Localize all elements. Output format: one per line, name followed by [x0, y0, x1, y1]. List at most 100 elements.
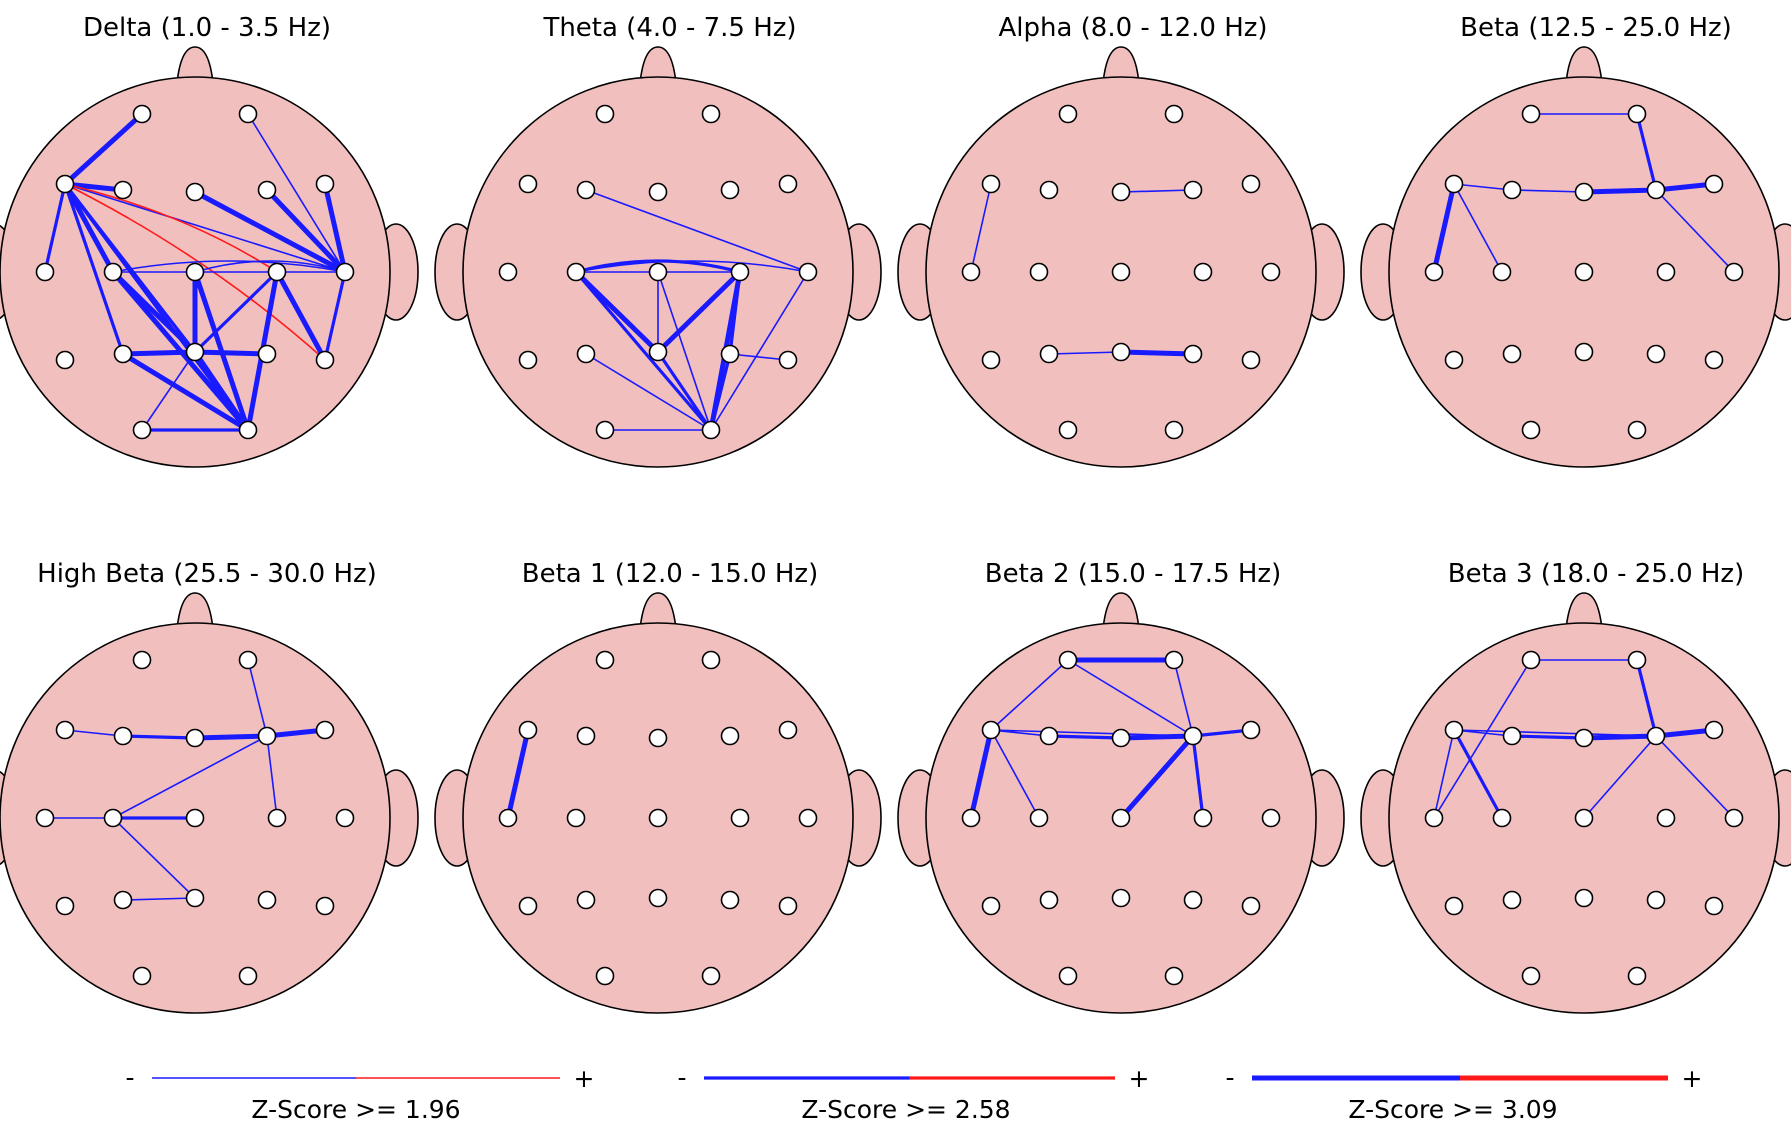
head-outline [1360, 592, 1791, 1014]
electrode-marker [576, 344, 596, 364]
electrode-marker [335, 808, 355, 828]
electrode-marker [35, 262, 55, 282]
electrode-marker [1574, 182, 1594, 202]
coherence-connection [573, 269, 661, 355]
coherence-connection [1655, 735, 1735, 819]
panel-title: Beta 1 (12.0 - 15.0 Hz) [522, 559, 818, 589]
coherence-connection [64, 183, 278, 273]
electrode-marker [1193, 262, 1213, 282]
electrode-marker [981, 896, 1001, 916]
nose-shape [1102, 592, 1140, 630]
coherence-connection [1510, 734, 1586, 740]
electrode-marker [185, 808, 205, 828]
head-outline [0, 592, 419, 1014]
coherence-connection [247, 659, 268, 737]
electrode-markers [498, 650, 818, 986]
legend-minus-sign: - [677, 1063, 686, 1092]
electrode-marker [1521, 966, 1541, 986]
coherence-connection [1635, 658, 1658, 738]
coherence-connection [574, 270, 713, 432]
electrode-marker [1183, 890, 1203, 910]
electrode-marker [55, 174, 75, 194]
electrode-marker [1241, 174, 1261, 194]
connection-lines [505, 727, 531, 821]
coherence-connection [585, 353, 712, 431]
electrode-marker [1521, 420, 1541, 440]
electrode-marker [701, 420, 721, 440]
connection-lines [968, 657, 1253, 821]
panel-title: Theta (4.0 - 7.5 Hz) [542, 13, 796, 43]
electrode-marker [595, 420, 615, 440]
coherence-connection [64, 183, 346, 273]
electrode-marker [1574, 888, 1594, 908]
electrode-marker [1704, 174, 1724, 194]
electrode-marker [720, 890, 740, 910]
electrode-marker [1039, 180, 1059, 200]
coherence-connection [64, 183, 326, 361]
electrode-marker [185, 262, 205, 282]
legend-item: - + Z-Score >= 2.58 [677, 1063, 1149, 1124]
electrode-marker [566, 808, 586, 828]
head-outline [434, 46, 882, 468]
coherence-connection [121, 734, 197, 740]
electrode-marker [1704, 350, 1724, 370]
topomap-panel: High Beta (25.5 - 30.0 Hz) [0, 559, 419, 1014]
electrode-marker [1111, 888, 1131, 908]
topomap-panel: Beta 3 (18.0 - 25.0 Hz) [1360, 559, 1791, 1014]
electrode-marker [185, 888, 205, 908]
electrode-marker [185, 728, 205, 748]
coherence-connection [1583, 735, 1657, 819]
electrode-marker [335, 262, 355, 282]
panel-title: Beta 3 (18.0 - 25.0 Hz) [1448, 559, 1744, 589]
electrode-marker [778, 720, 798, 740]
coherence-connection [323, 270, 347, 362]
electrode-marker [1574, 262, 1594, 282]
electrode-marker [1724, 808, 1744, 828]
electrode-markers [1424, 104, 1744, 440]
electrode-marker [238, 966, 258, 986]
electrode-marker [1627, 104, 1647, 124]
electrode-marker [1029, 262, 1049, 282]
electrode-marker [1656, 262, 1676, 282]
coherence-connection [1118, 349, 1196, 357]
electrode-marker [720, 180, 740, 200]
coherence-connection [120, 351, 251, 433]
topomap-panels: Delta (1.0 - 3.5 Hz) Theta (4.0 - 7.5 Hz)… [0, 13, 1791, 1014]
electrode-marker [778, 896, 798, 916]
electrode-marker [113, 180, 133, 200]
electrode-marker [1502, 180, 1522, 200]
coherence-connection [112, 817, 196, 899]
electrode-marker [1241, 720, 1261, 740]
electrode-markers [35, 650, 355, 986]
electrode-marker [730, 262, 750, 282]
electrode-marker [778, 174, 798, 194]
coherence-connection [192, 349, 270, 357]
electrode-marker [1502, 890, 1522, 910]
electrode-marker [1444, 350, 1464, 370]
head-outline [434, 592, 882, 1014]
coherence-connection [729, 353, 789, 361]
electrode-marker [648, 888, 668, 908]
coherence-connection [322, 181, 348, 275]
legend-plus-sign: + [1129, 1064, 1150, 1093]
coherence-connection [112, 260, 346, 273]
legend-minus-sign: - [1225, 1063, 1234, 1092]
electrode-marker [103, 808, 123, 828]
coherence-connection [112, 735, 268, 819]
topomap-panel: Alpha (8.0 - 12.0 Hz) [897, 13, 1345, 468]
connection-lines [43, 111, 348, 433]
electrode-marker [1502, 726, 1522, 746]
electrode-marker [1424, 808, 1444, 828]
electrode-marker [1241, 350, 1261, 370]
coherence-connection [43, 182, 67, 274]
nose-shape [176, 592, 214, 630]
electrode-marker [1111, 342, 1131, 362]
electrode-marker [1111, 262, 1131, 282]
coherence-connection [64, 729, 124, 737]
coherence-connection [62, 181, 116, 275]
electrode-marker [1164, 650, 1184, 670]
electrode-marker [576, 890, 596, 910]
electrode-marker [1521, 104, 1541, 124]
electrode-marker [1058, 104, 1078, 124]
electrode-marker [1444, 896, 1464, 916]
